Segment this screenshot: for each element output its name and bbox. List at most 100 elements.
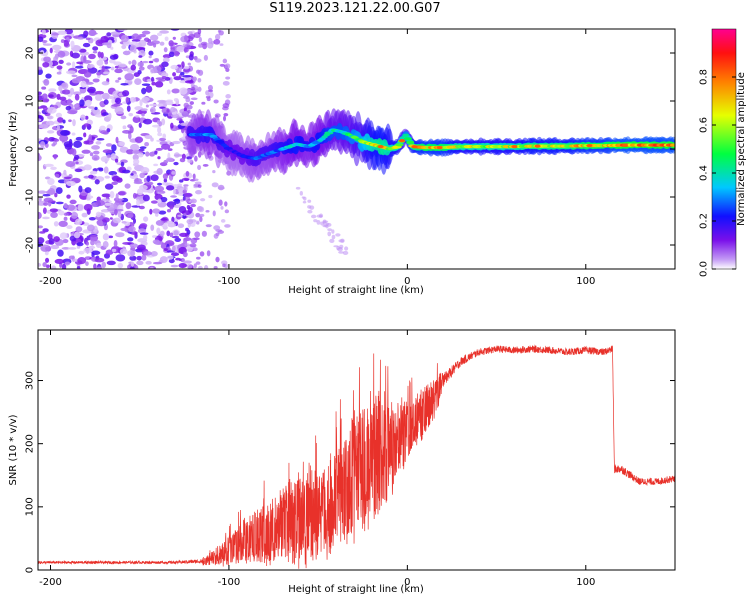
noise-blob [195,221,200,225]
noise-blob [125,202,132,210]
noise-blob [79,99,85,107]
noise-blob [316,219,321,225]
noise-blob [119,248,128,255]
noise-blob [166,108,170,113]
noise-blob [108,95,114,100]
noise-blob [74,168,83,173]
noise-blob [338,239,345,243]
noise-blob [199,216,203,223]
noise-blob [63,216,68,221]
noise-blob [136,260,144,266]
noise-blob [162,173,169,180]
noise-blob [220,206,224,210]
noise-blob [143,216,149,222]
noise-blob [67,110,78,115]
noise-blob [169,232,174,238]
noise-blob [71,74,78,78]
noise-blob [205,224,212,228]
noise-blob [182,43,187,48]
noise-blob [137,152,144,158]
noise-blob [116,111,124,115]
noise-blob [225,67,230,73]
noise-blob [124,183,131,189]
noise-blob [157,126,162,134]
noise-blob [148,60,154,64]
noise-blob [95,94,103,101]
noise-blob [71,148,77,156]
noise-blob [56,65,63,70]
noise-blob [76,242,84,247]
colorbar-tick-label: 0.2 [699,213,710,229]
noise-blob [143,177,148,183]
noise-blob [217,230,224,234]
noise-blob [126,149,134,155]
noise-blob [342,250,349,256]
noise-blob [114,209,118,216]
noise-blob [95,200,105,207]
noise-blob [133,181,144,185]
noise-blob [144,134,153,139]
noise-blob [219,43,224,46]
noise-blob [47,178,55,186]
noise-blob [144,142,150,147]
signal-peak [669,143,675,147]
colorbar-label: Normalized spectral amplitude [736,72,747,226]
noise-blob [41,86,47,90]
noise-blob [141,254,147,261]
noise-blob [88,217,96,221]
noise-blob [83,247,93,254]
noise-blob [224,209,230,214]
noise-blob [42,61,50,68]
noise-blob [193,76,197,82]
noise-blob [103,166,109,174]
noise-blob [164,36,169,41]
y-tick-label: 300 [25,371,36,390]
noise-blob [194,181,202,185]
noise-blob [60,129,70,136]
noise-blob [61,82,67,88]
noise-blob [197,78,202,83]
noise-blob [87,88,95,93]
noise-blob [179,87,188,95]
noise-blob [172,72,177,77]
noise-blob [102,71,110,75]
noise-blob [138,205,145,210]
noise-blob [179,232,188,237]
noise-blob [66,180,76,187]
noise-blob [206,250,211,257]
noise-blob [38,91,42,96]
noise-blob [138,39,147,47]
snr-y-axis-label: SNR (10 * v/v) [8,414,19,485]
noise-blob [199,251,205,257]
noise-blob [80,69,89,72]
noise-blob [102,209,108,213]
noise-blob [126,105,131,112]
noise-blob [102,233,110,241]
noise-blob [75,226,83,233]
noise-blob [75,218,83,225]
y-tick-label: 100 [25,497,36,516]
noise-blob [169,205,174,210]
noise-blob [114,65,119,69]
noise-blob [154,58,160,63]
noise-blob [120,161,125,167]
signal-hotspot [377,145,384,149]
noise-blob [84,187,92,193]
noise-blob [83,132,87,138]
noise-blob [145,181,154,186]
noise-blob [133,264,139,269]
noise-blob [113,239,118,248]
noise-blob [145,151,150,157]
noise-blob [181,127,185,134]
noise-blob [128,226,136,233]
noise-blob [63,176,72,180]
noise-blob [101,193,111,198]
noise-blob [91,250,101,256]
noise-blob [55,173,60,178]
noise-blob [186,219,194,225]
noise-blob [122,90,130,97]
noise-blob [85,99,92,106]
y-tick-label: -10 [25,189,36,205]
y-tick-label: -20 [25,237,36,253]
noise-blob [173,204,181,208]
